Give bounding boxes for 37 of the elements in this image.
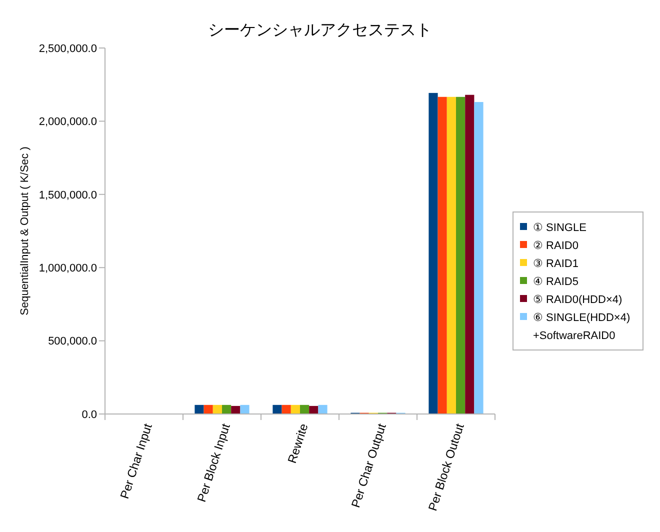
bar — [465, 94, 474, 414]
bar — [290, 404, 300, 414]
y-tick-label: 2,000,000.0 — [38, 116, 97, 128]
x-tick-label: Per Block Outout — [426, 421, 468, 513]
bar — [438, 96, 447, 414]
bar — [456, 96, 466, 414]
bar — [212, 404, 222, 414]
bar — [272, 404, 282, 414]
chart-title: シーケンシャルアクセステスト — [208, 22, 432, 39]
legend-label: ④ RAID5 — [533, 276, 578, 288]
x-tick-label: Per Char Output — [348, 421, 390, 510]
y-tick-label: 0.0 — [82, 408, 97, 421]
bar — [474, 102, 484, 414]
legend-label: ⑥ SINGLE(HDD×4) +SoftwareRAID0 — [533, 312, 630, 342]
legend-label: ② RAID0 — [533, 240, 578, 252]
legend-label: ① SINGLE — [533, 222, 586, 234]
legend-label: ③ RAID1 — [533, 258, 578, 270]
x-tick-label: Rewrite — [284, 422, 311, 465]
bar — [428, 92, 438, 414]
bar — [222, 404, 232, 414]
y-tick-label: 1,500,000.0 — [38, 189, 97, 202]
bar — [318, 404, 328, 414]
y-tick-label: 1,000,000.0 — [38, 262, 97, 274]
bar — [282, 404, 291, 414]
bar — [240, 404, 250, 414]
y-tick-label: 500,000.0 — [48, 336, 97, 348]
x-tick-label: Per Block Input — [194, 421, 234, 504]
y-axis-title: SequentialInput & Output ( K/Sec ) — [19, 146, 31, 316]
bar — [204, 404, 213, 414]
bar — [446, 96, 456, 414]
x-tick-label: Per Char Input — [117, 421, 156, 500]
legend-label: ⑤ RAID0(HDD×4) — [533, 294, 622, 306]
bar — [309, 406, 318, 414]
bar — [194, 404, 204, 414]
bar — [300, 404, 310, 414]
y-tick-label: 2,500,000.0 — [38, 42, 97, 55]
bar — [231, 406, 240, 414]
